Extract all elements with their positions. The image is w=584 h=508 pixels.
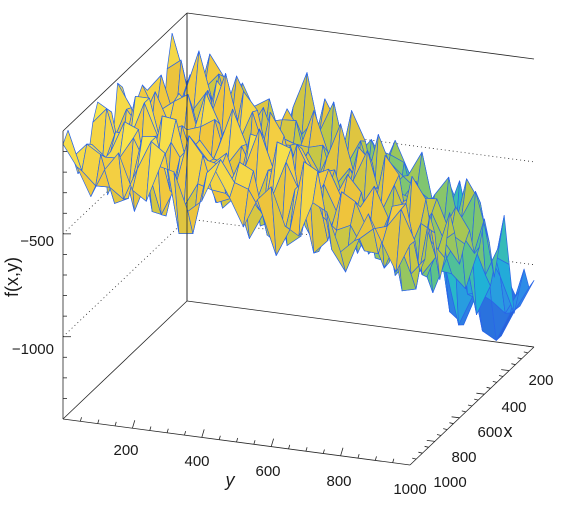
y-tick-label: 800	[326, 473, 351, 490]
y-tick	[79, 417, 82, 422]
y-tick	[340, 447, 344, 456]
x-tick	[525, 345, 535, 348]
x-tick	[501, 369, 510, 371]
surface-patch	[395, 209, 416, 273]
y-tick	[114, 421, 117, 427]
y-tick-label: 200	[113, 442, 138, 459]
y-tick	[236, 437, 239, 443]
y-tick	[184, 430, 187, 436]
y-tick	[149, 426, 152, 431]
x-tick	[476, 392, 485, 395]
y-tick	[357, 453, 360, 459]
y-tick	[166, 428, 169, 433]
x-tick	[426, 440, 435, 442]
x-tick	[517, 357, 522, 360]
x-axis-ticks	[412, 345, 535, 460]
z-grid-line	[62, 115, 188, 235]
y-tick	[97, 419, 100, 424]
x-tick	[412, 457, 417, 460]
x-tick-label: 1000	[433, 474, 466, 491]
x-tick	[498, 375, 504, 377]
back-floor-line	[186, 300, 535, 348]
y-tick	[322, 449, 325, 454]
y-tick	[218, 435, 221, 440]
x-tick	[451, 416, 460, 419]
x-tick	[523, 351, 528, 354]
y-tick	[374, 456, 377, 461]
y-tick	[201, 429, 205, 438]
x-tick-label: 800	[451, 449, 476, 466]
x-tick	[436, 434, 442, 436]
y-tick-label: 1000	[393, 481, 426, 498]
surface-mesh	[62, 32, 535, 341]
z-grid-line	[62, 218, 188, 338]
y-tick	[392, 458, 395, 463]
x-tick-label: 600	[477, 424, 502, 441]
y-tick	[288, 444, 291, 450]
x-tick	[492, 381, 497, 383]
x-tick	[486, 386, 491, 389]
y-tick-label: 400	[184, 453, 209, 470]
z-tick-label: −1000	[12, 341, 54, 358]
y-tick	[270, 438, 274, 447]
x-tick	[443, 428, 448, 430]
surface-patch	[62, 130, 83, 172]
y-tick-label: 600	[255, 463, 280, 480]
x-tick	[449, 422, 454, 425]
z-tick-label: −500	[20, 233, 54, 250]
x-tick	[418, 451, 423, 454]
back-top-line	[62, 12, 188, 132]
y-axis-title: y	[224, 470, 236, 490]
z-axis-ticks	[63, 151, 71, 399]
x-tick-label: 400	[501, 399, 526, 416]
x-tick	[467, 404, 473, 407]
x-tick	[511, 363, 516, 366]
y-tick	[132, 420, 136, 429]
x-tick	[461, 410, 466, 413]
y-tick	[305, 447, 308, 452]
x-tick-label: 200	[528, 372, 553, 389]
y-tick	[253, 440, 256, 445]
x-tick	[474, 398, 479, 401]
x-tick	[424, 445, 429, 448]
y-axis-ticks	[79, 417, 395, 463]
back-top-line	[186, 12, 535, 60]
z-axis-title: f(x,y)	[2, 257, 22, 297]
x-axis-title: x	[504, 421, 513, 441]
floor-back-line	[62, 300, 188, 420]
